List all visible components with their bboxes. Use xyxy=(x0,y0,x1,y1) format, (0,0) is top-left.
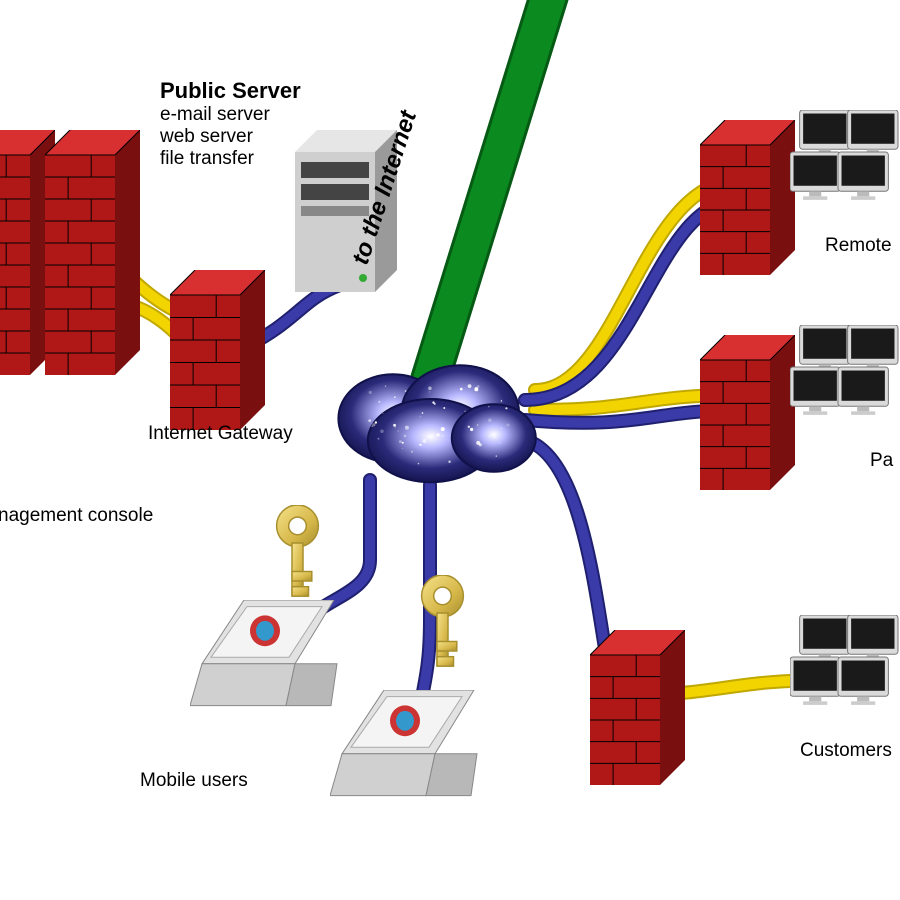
key-icon xyxy=(415,575,470,670)
laptop-icon xyxy=(190,600,340,710)
firewall-icon xyxy=(700,335,795,490)
firewall-icon xyxy=(700,120,795,275)
laptop-icon xyxy=(330,690,480,800)
customers-label: Customers xyxy=(800,740,892,762)
public-server-subtitle: e-mail serverweb serverfile transfer xyxy=(160,104,270,170)
pa-label: Pa xyxy=(870,450,893,472)
mobile-users-label: Mobile users xyxy=(140,770,248,792)
firewall-icon xyxy=(45,130,140,375)
public-server-title: Public Server xyxy=(160,78,301,103)
internet-gateway-hub xyxy=(330,360,540,490)
key-icon xyxy=(270,505,325,600)
workstation-cluster-icon xyxy=(790,110,900,210)
workstation-cluster-icon xyxy=(790,615,900,715)
firewall-icon xyxy=(170,270,265,430)
workstation-cluster-icon xyxy=(790,325,900,425)
management-console-label: nagement console xyxy=(0,505,153,527)
internet-gateway-label: Internet Gateway xyxy=(148,423,293,445)
network-diagram: { "colors": { "bg": "#ffffff", "fw_front… xyxy=(0,0,900,900)
remote-label: Remote xyxy=(825,235,892,257)
firewall-icon xyxy=(590,630,685,785)
